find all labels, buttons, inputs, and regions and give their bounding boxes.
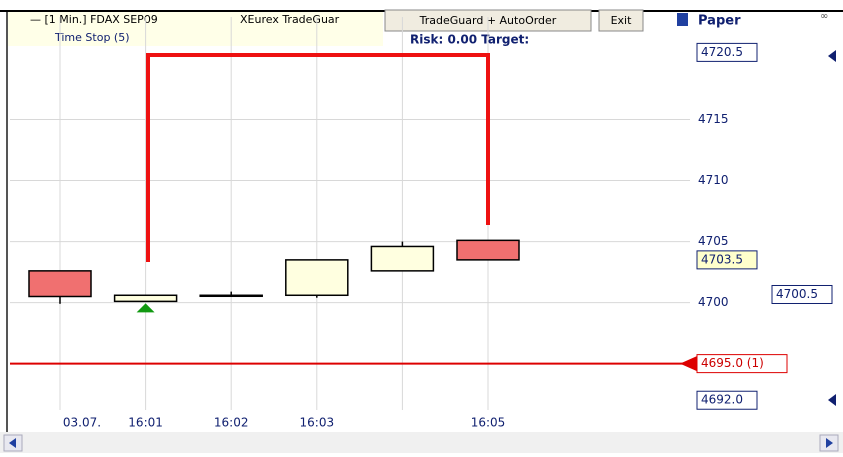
candle-body <box>370 245 435 272</box>
scroll-marker <box>828 394 836 406</box>
exit-button[interactable] <box>598 9 644 32</box>
instrument: — [1 Min.] FDAX SEP09 <box>30 13 158 26</box>
x-tick-label: 16:05 <box>471 416 506 430</box>
scroll-left-arrow <box>9 438 16 448</box>
candle-body <box>113 294 178 303</box>
time-stop: Time Stop (5) <box>54 31 130 44</box>
x-tick-label: 16:03 <box>300 416 335 430</box>
x-tick-label: 03.07. <box>63 416 101 430</box>
price-label: 4695.0 (1) <box>701 356 764 370</box>
price-label: 4720.5 <box>701 45 743 59</box>
price-label-box <box>696 390 758 410</box>
candle-body <box>285 259 349 297</box>
x-tick-label: 16:02 <box>214 416 249 430</box>
y-tick-label: 4705 <box>698 234 729 248</box>
candle-body <box>199 294 263 298</box>
y-tick-label: 4700 <box>698 295 729 309</box>
y-tick-label: 4715 <box>698 112 729 126</box>
y-tick-label: 4710 <box>698 173 729 187</box>
position-label-box <box>771 284 833 304</box>
price-label-box <box>696 250 758 270</box>
scroll-right-arrow <box>826 438 833 448</box>
price-label-box <box>696 42 758 62</box>
entry-marker <box>136 303 155 313</box>
risk: Risk: 0.00 Target: <box>410 33 529 47</box>
top-margin <box>0 0 843 12</box>
price-label: 4703.5 <box>701 252 743 266</box>
scroll-marker <box>828 50 836 62</box>
x-tick-label: 16:01 <box>128 416 163 430</box>
paper-icon <box>677 13 688 26</box>
order-arrow <box>680 355 698 372</box>
module: XEurex TradeGuar <box>240 13 340 26</box>
price-label-box <box>696 354 788 374</box>
candle-body <box>28 270 92 298</box>
window-icon: ∞ <box>820 11 828 22</box>
info-panel <box>8 12 383 46</box>
position-label: 4700.5 <box>776 287 818 301</box>
exit-button-label[interactable]: Exit <box>611 14 633 27</box>
candle-body <box>456 239 520 261</box>
trade-bracket <box>146 53 490 262</box>
plot: 4700 4705 4710 4715 03.07. 16:01 16:02 16:03 16:… <box>10 17 833 430</box>
mode: Paper <box>698 14 741 29</box>
price-label: 4692.0 <box>701 393 743 407</box>
scrollbar[interactable] <box>0 432 843 453</box>
